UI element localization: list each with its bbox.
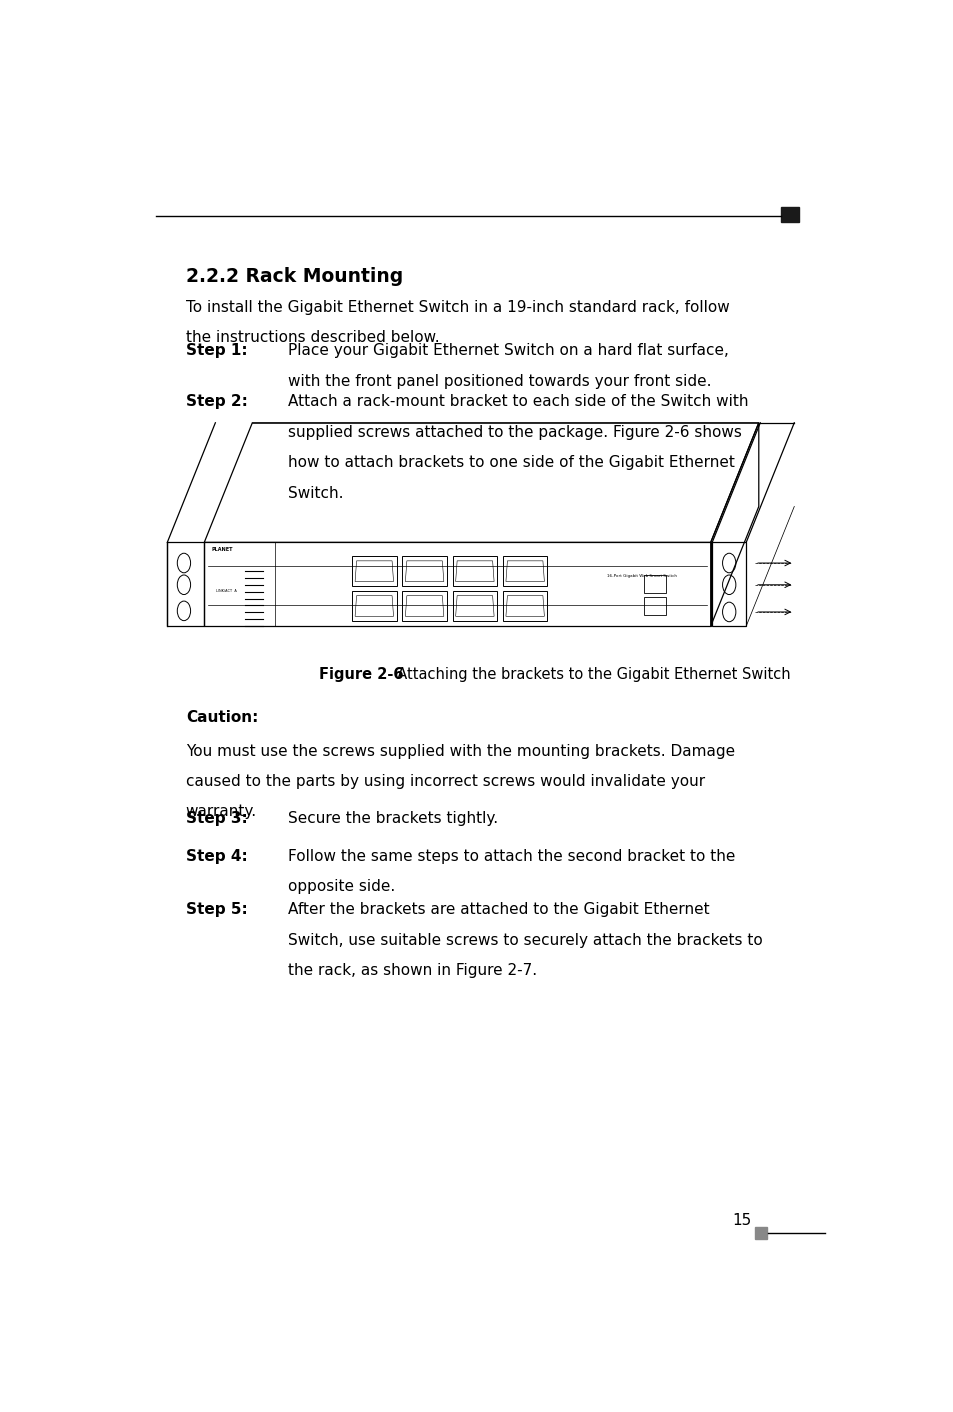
FancyBboxPatch shape: [781, 208, 799, 222]
Text: Secure the brackets tightly.: Secure the brackets tightly.: [288, 810, 497, 826]
Text: the rack, as shown in Figure 2-7.: the rack, as shown in Figure 2-7.: [288, 963, 537, 979]
Text: Follow the same steps to attach the second bracket to the: Follow the same steps to attach the seco…: [288, 849, 735, 864]
Bar: [453, 556, 497, 586]
Bar: [402, 592, 446, 621]
Text: PLANET: PLANET: [212, 546, 233, 552]
Text: Figure 2-6: Figure 2-6: [318, 668, 403, 682]
Text: You must use the screws supplied with the mounting brackets. Damage: You must use the screws supplied with th…: [186, 744, 734, 758]
Text: the instructions described below.: the instructions described below.: [186, 330, 439, 346]
Text: Switch.: Switch.: [288, 486, 343, 501]
Text: Step 4:: Step 4:: [186, 849, 247, 864]
Bar: [643, 575, 666, 593]
Text: Caution:: Caution:: [186, 710, 258, 724]
Bar: [352, 556, 396, 586]
Text: To install the Gigabit Ethernet Switch in a 19-inch standard rack, follow: To install the Gigabit Ethernet Switch i…: [186, 299, 729, 315]
Text: Step 2:: Step 2:: [186, 394, 248, 409]
Bar: [502, 556, 547, 586]
Text: Place your Gigabit Ethernet Switch on a hard flat surface,: Place your Gigabit Ethernet Switch on a …: [288, 343, 728, 359]
Text: 2.2.2 Rack Mounting: 2.2.2 Rack Mounting: [186, 267, 402, 287]
Text: Attaching the brackets to the Gigabit Ethernet Switch: Attaching the brackets to the Gigabit Et…: [387, 668, 789, 682]
Text: 15: 15: [731, 1213, 751, 1228]
Bar: [643, 597, 666, 616]
Text: with the front panel positioned towards your front side.: with the front panel positioned towards …: [288, 374, 711, 388]
Text: opposite side.: opposite side.: [288, 880, 395, 894]
Text: Attach a rack-mount bracket to each side of the Switch with: Attach a rack-mount bracket to each side…: [288, 394, 747, 409]
Text: Step 1:: Step 1:: [186, 343, 247, 359]
Bar: [352, 592, 396, 621]
FancyBboxPatch shape: [755, 1227, 766, 1240]
Text: Step 3:: Step 3:: [186, 810, 247, 826]
Text: caused to the parts by using incorrect screws would invalidate your: caused to the parts by using incorrect s…: [186, 774, 704, 789]
Text: warranty.: warranty.: [186, 805, 256, 819]
Text: LINK/ACT  A: LINK/ACT A: [216, 589, 236, 593]
Text: Step 5:: Step 5:: [186, 902, 247, 918]
Text: After the brackets are attached to the Gigabit Ethernet: After the brackets are attached to the G…: [288, 902, 709, 918]
Text: how to attach brackets to one side of the Gigabit Ethernet: how to attach brackets to one side of th…: [288, 456, 734, 470]
Text: 16-Port Gigabit Web Smart Switch: 16-Port Gigabit Web Smart Switch: [606, 573, 677, 578]
Bar: [402, 556, 446, 586]
Bar: [502, 592, 547, 621]
Text: supplied screws attached to the package. Figure 2-6 shows: supplied screws attached to the package.…: [288, 425, 740, 441]
Bar: [453, 592, 497, 621]
Text: Switch, use suitable screws to securely attach the brackets to: Switch, use suitable screws to securely …: [288, 933, 761, 947]
